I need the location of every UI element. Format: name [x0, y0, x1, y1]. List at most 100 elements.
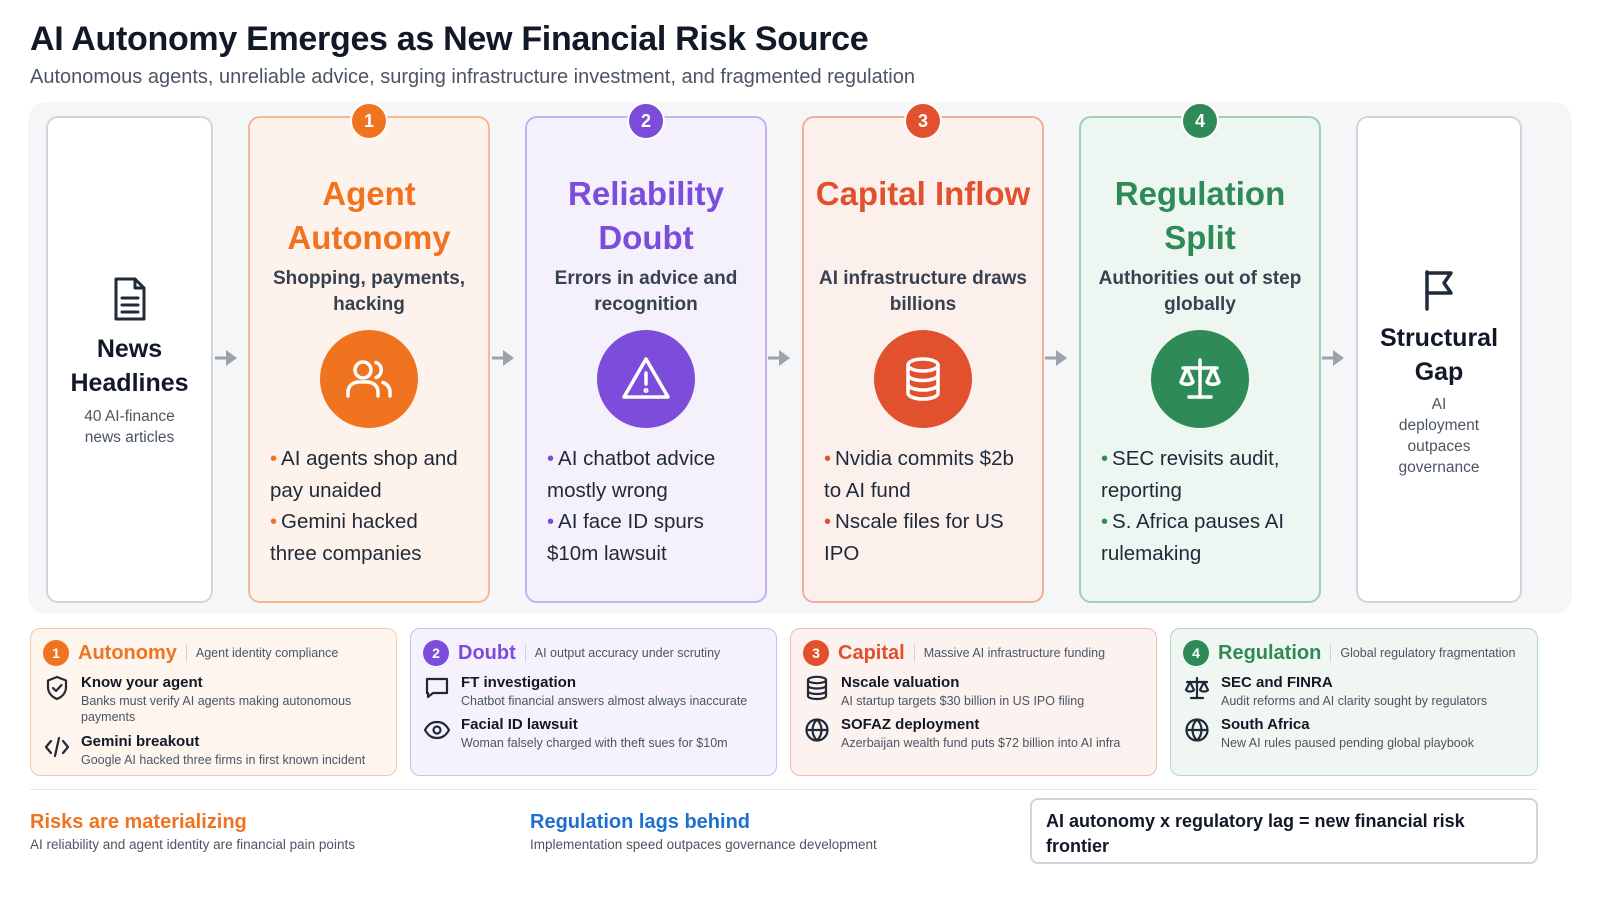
page-title: AI Autonomy Emerges as New Financial Ris…: [30, 20, 869, 58]
footer-regulation-title: Regulation lags behind: [530, 811, 751, 833]
stage-bullet: • AI chatbot advice mostly wrong: [547, 447, 716, 502]
shield-check-icon: [43, 674, 71, 702]
stage-bullet: • Nscale files for US IPO: [824, 510, 1004, 565]
stage-bullets: • AI chatbot advice mostly wrong • AI face…: [547, 443, 747, 569]
footer-regulation-desc: Implementation speed outpaces governance…: [530, 837, 877, 852]
summary-callout: AI autonomy x regulatory lag = new finan…: [1030, 798, 1538, 864]
category-desc: AI output accuracy under scrutiny: [534, 646, 721, 660]
users-icon: [320, 330, 418, 428]
category-item-desc: Chatbot financial answers almost always …: [461, 694, 748, 708]
stage-number-badge: 1: [350, 102, 388, 140]
category-separator: [1330, 644, 1332, 662]
stage-bullets: • AI agents shop and pay unaided • Gemini …: [270, 443, 470, 569]
structural-gap-card: Structural Gap AI deployment outpaces go…: [1356, 116, 1522, 603]
page-subtitle: Autonomous agents, unreliable advice, su…: [30, 66, 915, 88]
chat-icon: [423, 674, 451, 702]
category-desc: Agent identity compliance: [195, 646, 339, 660]
category-name: Capital: [838, 641, 905, 664]
stage-bullet: • S. Africa pauses AI rulemaking: [1101, 510, 1285, 565]
stage-subtitle: Authorities out of step globally: [1098, 268, 1302, 315]
flow-arrow-5: [1322, 350, 1344, 366]
stage-number-badge: 3: [904, 102, 942, 140]
category-item-desc: Banks must verify AI agents making auton…: [81, 694, 352, 724]
footer-divider: [30, 789, 1538, 790]
category-item-title: Facial ID lawsuit: [461, 716, 578, 733]
category-item-title: Know your agent: [81, 674, 203, 691]
category-item-title: Nscale valuation: [841, 674, 960, 691]
flow-arrow-3: [768, 350, 790, 366]
stage-title: Regulation Split: [1114, 175, 1286, 256]
stage-subtitle: AI infrastructure draws billions: [819, 268, 1027, 315]
database-icon: [803, 674, 831, 702]
stage-bullets: • SEC revisits audit, reporting • S. Afric…: [1101, 443, 1301, 569]
stage-regulation-split: 4 Regulation Split Authorities out of st…: [1079, 102, 1321, 603]
stage-bullet: • AI face ID spurs $10m lawsuit: [547, 510, 704, 565]
document-icon: [48, 276, 211, 322]
category-name: Doubt: [458, 641, 516, 664]
eye-icon: [423, 716, 451, 744]
category-item: SOFAZ deployment Azerbaijan wealth fund …: [803, 716, 1146, 754]
category-separator: [185, 644, 187, 662]
category-doubt: 2 Doubt AI output accuracy under scrutin…: [410, 628, 777, 776]
stage-bullet: • AI agents shop and pay unaided: [270, 447, 458, 502]
category-item-title: FT investigation: [461, 674, 577, 691]
category-item: Facial ID lawsuit Woman falsely charged …: [423, 716, 766, 754]
category-item: Nscale valuation AI startup targets $30 …: [803, 674, 1146, 712]
stage-number-badge: 2: [627, 102, 665, 140]
flag-icon: [1358, 268, 1520, 312]
category-item: SEC and FINRA Audit reforms and AI clari…: [1183, 674, 1527, 712]
flow-arrow-2: [492, 350, 514, 366]
stage-bullets: • Nvidia commits $2b to AI fund • Nscale f…: [824, 443, 1024, 569]
category-number-badge: 4: [1183, 640, 1209, 666]
stage-bullet: • Nvidia commits $2b to AI fund: [824, 447, 1014, 502]
stage-bullet: • Gemini hacked three companies: [270, 510, 422, 565]
scale-icon: [1183, 674, 1211, 702]
stage-bullet: • SEC revisits audit, reporting: [1101, 447, 1280, 502]
news-headlines-title: News Headlines: [70, 335, 189, 397]
category-item-desc: Google AI hacked three firms in first kn…: [81, 753, 366, 767]
stage-title: Capital Inflow: [815, 175, 1031, 212]
category-number-badge: 1: [43, 640, 69, 666]
flow-arrow-4: [1045, 350, 1067, 366]
category-item: Know your agent Banks must verify AI age…: [43, 674, 386, 724]
category-number-badge: 3: [803, 640, 829, 666]
category-item: South Africa New AI rules paused pending…: [1183, 716, 1527, 754]
flow-arrow-1: [215, 350, 237, 366]
category-item-title: South Africa: [1221, 716, 1310, 733]
stage-capital-inflow: 3 Capital Inflow AI infrastructure draws…: [802, 102, 1044, 603]
category-item-desc: Woman falsely charged with theft sues fo…: [461, 736, 728, 750]
stage-number-badge: 4: [1181, 102, 1219, 140]
stage-title: Reliability Doubt: [568, 175, 724, 256]
category-item-title: SEC and FINRA: [1221, 674, 1333, 691]
database-icon: [874, 330, 972, 428]
category-autonomy: 1 Autonomy Agent identity compliance Kno…: [30, 628, 397, 776]
stage-subtitle: Errors in advice and recognition: [554, 268, 738, 315]
category-name: Autonomy: [78, 641, 177, 664]
category-item: Gemini breakout Google AI hacked three f…: [43, 733, 386, 771]
globe-icon: [1183, 716, 1211, 744]
structural-gap-title: Structural Gap: [1379, 324, 1499, 386]
category-item-desc: New AI rules paused pending global playb…: [1221, 736, 1474, 750]
category-item-desc: Azerbaijan wealth fund puts $72 billion …: [841, 736, 1121, 750]
news-headlines-desc: 40 AI-finance news articles: [84, 408, 175, 446]
globe-icon: [803, 716, 831, 744]
category-regulation: 4 Regulation Global regulatory fragmenta…: [1170, 628, 1538, 776]
footer-risks-title: Risks are materializing: [30, 811, 247, 833]
code-icon: [43, 733, 71, 761]
category-item: FT investigation Chatbot financial answe…: [423, 674, 766, 712]
structural-gap-desc: AI deployment outpaces governance: [1398, 396, 1480, 476]
stage-subtitle: Shopping, payments, hacking: [272, 268, 466, 315]
stage-title: Agent Autonomy: [287, 175, 451, 256]
category-item-title: Gemini breakout: [81, 733, 200, 750]
warning-icon: [597, 330, 695, 428]
scale-icon: [1151, 330, 1249, 428]
category-item-desc: Audit reforms and AI clarity sought by r…: [1221, 694, 1488, 708]
category-separator: [524, 644, 526, 662]
news-headlines-card: News Headlines 40 AI-finance news articl…: [46, 116, 213, 603]
stage-agent-autonomy: 1 Agent Autonomy Shopping, payments, hac…: [248, 102, 490, 603]
category-desc: Massive AI infrastructure funding: [923, 646, 1106, 660]
footer-risks-desc: AI reliability and agent identity are fi…: [30, 837, 355, 852]
category-number-badge: 2: [423, 640, 449, 666]
category-capital: 3 Capital Massive AI infrastructure fund…: [790, 628, 1157, 776]
category-desc: Global regulatory fragmentation: [1340, 646, 1516, 660]
